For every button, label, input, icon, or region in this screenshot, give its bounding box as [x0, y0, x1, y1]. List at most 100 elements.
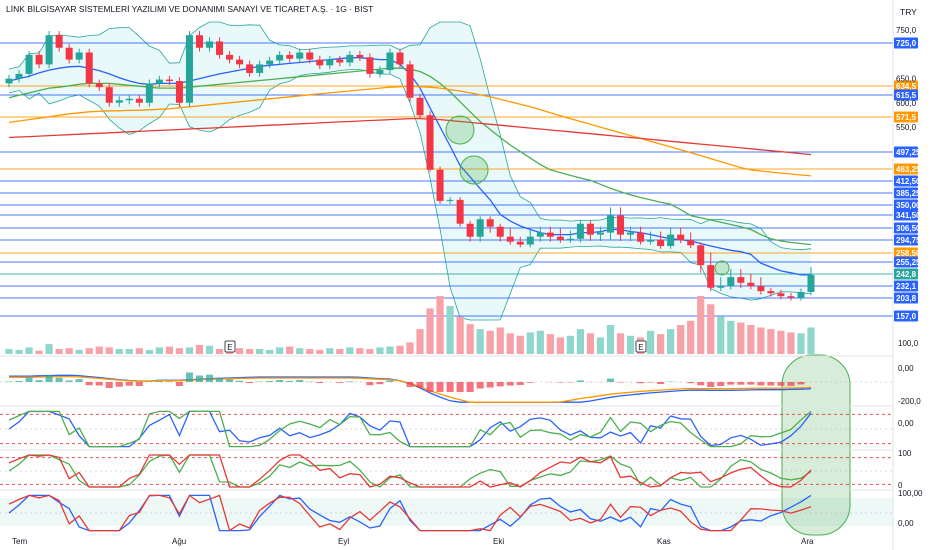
- candle[interactable]: [165, 75, 173, 85]
- level-tag[interactable]: 255,25: [894, 256, 921, 268]
- candle[interactable]: [226, 51, 234, 64]
- level-tag[interactable]: 463,25: [894, 163, 921, 175]
- candle[interactable]: [586, 220, 594, 241]
- candle[interactable]: [326, 55, 334, 70]
- candle[interactable]: [426, 111, 434, 172]
- candle[interactable]: [336, 55, 344, 67]
- event-marker[interactable]: E: [635, 340, 647, 353]
- candle[interactable]: [496, 223, 504, 242]
- candle[interactable]: [366, 53, 374, 78]
- level-tag[interactable]: 350,00: [894, 199, 921, 211]
- candle[interactable]: [627, 226, 635, 241]
- candle[interactable]: [667, 227, 675, 249]
- level-tag[interactable]: 615,5: [894, 89, 918, 101]
- candle[interactable]: [396, 48, 404, 69]
- level-tag[interactable]: 634,5: [894, 80, 918, 92]
- candle[interactable]: [115, 96, 123, 107]
- candle[interactable]: [446, 197, 454, 204]
- candle[interactable]: [807, 267, 815, 296]
- candle[interactable]: [386, 48, 394, 74]
- level-tag[interactable]: 232,1: [894, 280, 918, 292]
- candle[interactable]: [556, 228, 564, 243]
- candle[interactable]: [276, 51, 284, 65]
- candle[interactable]: [175, 77, 183, 107]
- candle[interactable]: [657, 231, 665, 249]
- candle[interactable]: [356, 51, 364, 62]
- candle[interactable]: [85, 48, 93, 88]
- candle[interactable]: [707, 252, 715, 292]
- candle[interactable]: [105, 83, 113, 107]
- candle[interactable]: [125, 94, 133, 105]
- highlight-circle[interactable]: [714, 260, 730, 276]
- candle[interactable]: [727, 268, 735, 290]
- candle[interactable]: [486, 216, 494, 233]
- candle[interactable]: [25, 51, 33, 78]
- candle[interactable]: [296, 48, 304, 63]
- candle[interactable]: [526, 228, 534, 248]
- level-tag[interactable]: 203,8: [894, 292, 918, 304]
- candle[interactable]: [135, 94, 143, 107]
- candle[interactable]: [5, 74, 13, 88]
- candle[interactable]: [697, 242, 705, 273]
- candle[interactable]: [95, 79, 103, 91]
- level-tag[interactable]: 725,0: [894, 37, 918, 49]
- candle[interactable]: [266, 56, 274, 69]
- level-tag[interactable]: 258,50: [894, 247, 921, 259]
- candle[interactable]: [647, 231, 655, 245]
- level-tag[interactable]: 497,25: [894, 146, 921, 158]
- candle[interactable]: [687, 232, 695, 249]
- candle[interactable]: [677, 227, 685, 244]
- candle[interactable]: [376, 66, 384, 78]
- candle[interactable]: [45, 31, 53, 69]
- candle[interactable]: [416, 93, 424, 120]
- candle[interactable]: [516, 236, 524, 248]
- level-tag[interactable]: 306,50: [894, 222, 921, 234]
- event-marker[interactable]: E: [224, 340, 236, 353]
- candle[interactable]: [216, 37, 224, 59]
- candle[interactable]: [65, 43, 73, 64]
- candle[interactable]: [606, 207, 615, 241]
- candle[interactable]: [246, 60, 254, 77]
- candle[interactable]: [286, 51, 294, 63]
- candle[interactable]: [35, 51, 43, 69]
- candle[interactable]: [546, 226, 554, 242]
- candle[interactable]: [767, 287, 775, 297]
- candle[interactable]: [256, 60, 264, 77]
- candle[interactable]: [476, 216, 484, 242]
- candle[interactable]: [777, 289, 785, 300]
- candle[interactable]: [55, 31, 63, 52]
- candle[interactable]: [737, 268, 745, 289]
- candle[interactable]: [637, 226, 645, 245]
- candle[interactable]: [747, 273, 755, 290]
- level-tag[interactable]: 341,50: [894, 209, 921, 221]
- candle[interactable]: [75, 48, 83, 64]
- candle[interactable]: [466, 220, 474, 242]
- highlight-circle[interactable]: [459, 155, 489, 185]
- candle[interactable]: [185, 31, 193, 107]
- level-tag[interactable]: 157,0: [894, 310, 918, 322]
- candle[interactable]: [757, 277, 765, 295]
- candle[interactable]: [155, 75, 163, 88]
- candle[interactable]: [456, 197, 464, 227]
- candle[interactable]: [406, 60, 414, 102]
- candle[interactable]: [576, 220, 584, 243]
- level-tag[interactable]: 385,25: [894, 187, 921, 199]
- candle[interactable]: [797, 288, 805, 301]
- candle[interactable]: [205, 37, 214, 52]
- candle[interactable]: [617, 207, 625, 241]
- level-tag[interactable]: 294,75: [894, 234, 921, 246]
- candle[interactable]: [566, 230, 574, 243]
- candle[interactable]: [15, 70, 23, 83]
- candle[interactable]: [236, 55, 244, 69]
- candle[interactable]: [145, 79, 153, 107]
- level-tag[interactable]: 571,5: [894, 111, 918, 123]
- candle[interactable]: [306, 48, 314, 64]
- candle[interactable]: [346, 51, 354, 67]
- candle[interactable]: [195, 31, 203, 52]
- candle[interactable]: [536, 226, 544, 242]
- level-tag[interactable]: 412,50: [894, 175, 921, 187]
- highlight-circle[interactable]: [445, 115, 475, 145]
- candle[interactable]: [596, 226, 604, 241]
- level-tag[interactable]: 242,8: [894, 268, 918, 280]
